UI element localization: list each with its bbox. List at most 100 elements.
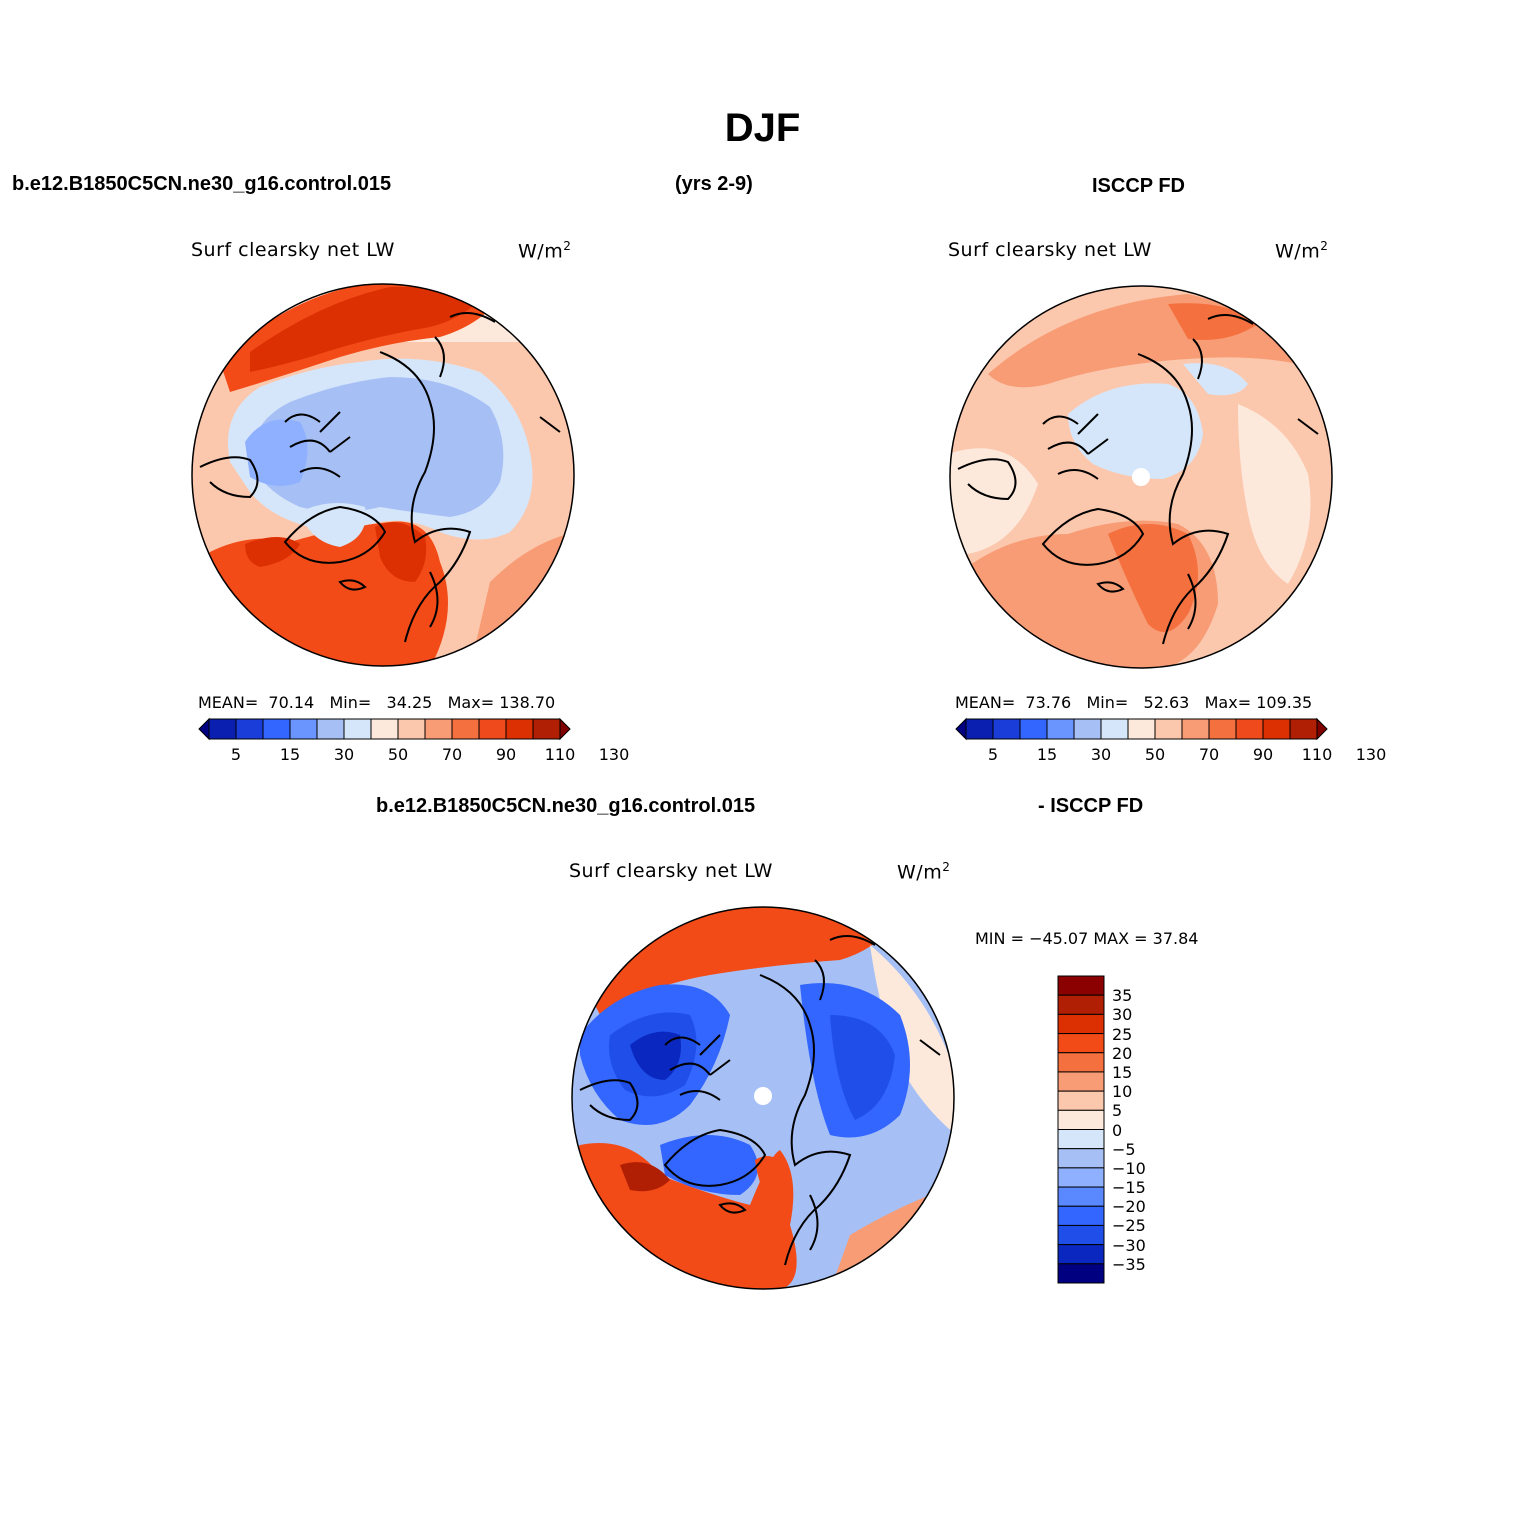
diff-colorbar-tick-label: −10 (1112, 1158, 1146, 1178)
obs-colorbar (955, 717, 1328, 741)
colorbar-swatch (1100, 718, 1129, 740)
colorbar-tick-label: 70 (441, 745, 463, 764)
obs-field-pacific-orange (1168, 303, 1258, 340)
colorbar-tick-label: 30 (333, 745, 355, 764)
model-field-pacific-deep (250, 287, 490, 372)
obs-stats: MEAN= 73.76 Min= 52.63 Max= 109.35 (955, 693, 1313, 712)
colorbar-tick-label: 110 (544, 745, 576, 764)
colorbar-tick-label: 130 (1355, 745, 1387, 764)
colorbar-tick-label: 50 (387, 745, 409, 764)
diff-minmax: MIN = −45.07 MAX = 37.84 (975, 929, 1199, 948)
diff-colorbar-tick-label: −25 (1112, 1216, 1146, 1236)
colorbar-swatch (965, 718, 994, 740)
colorbar-swatch (424, 718, 453, 740)
obs-coastlines (957, 314, 1319, 645)
colorbar-tick-label: 5 (987, 745, 999, 764)
diff-field-norway-red (755, 1156, 785, 1205)
diff-obs-header: - ISCCP FD (1038, 795, 1144, 817)
colorbar-tick-label: 50 (1144, 745, 1166, 764)
obs-field-arctic-pale-blue (1068, 383, 1203, 479)
colorbar-swatch (235, 718, 264, 740)
diff-colorbar-swatch (1057, 1205, 1105, 1226)
obs-pole-hole (1132, 468, 1150, 486)
colorbar-swatch (397, 718, 426, 740)
diff-colorbar-swatch (1057, 1033, 1105, 1054)
diff-colorbar-tick-label: −20 (1112, 1197, 1146, 1217)
colorbar-swatch (1073, 718, 1102, 740)
diff-polar-map (571, 906, 955, 1290)
diff-colorbar-swatch (1057, 1167, 1105, 1188)
figure-title: DJF (724, 106, 801, 150)
colorbar-swatch (1019, 718, 1048, 740)
diff-field-east-deep (830, 1015, 895, 1120)
colorbar-swatch (1262, 718, 1291, 740)
diff-pole-hole (754, 1087, 772, 1105)
obs-field-east-pale-blue (1183, 363, 1248, 396)
diff-colorbar-swatch (1057, 1263, 1105, 1284)
diff-colorbar-tick-label: 35 (1112, 986, 1133, 1006)
colorbar-swatch (316, 718, 345, 740)
colorbar-swatch (1289, 718, 1318, 740)
model-field-baffin-pale (300, 503, 366, 547)
diff-coastlines (579, 935, 941, 1266)
colorbar-tick-label: 130 (598, 745, 630, 764)
diff-field-west-navy (630, 1031, 681, 1080)
colorbar-tick-label: 5 (230, 745, 242, 764)
model-polar-map (191, 283, 575, 667)
obs-colorbar-ticks: 5 15 30 50 70 90 110 130 (956, 745, 1386, 765)
colorbar-swatch (955, 717, 967, 741)
diff-field-atlantic-deep (620, 1162, 670, 1192)
diff-case-header: b.e12.B1850C5CN.ne30_g16.control.015 (376, 795, 756, 817)
colorbar-swatch (1316, 717, 1328, 741)
obs-field-atlantic-orange (1108, 524, 1198, 632)
diff-colorbar-tick-label: −5 (1112, 1139, 1136, 1159)
diff-colorbar-tick-label: 25 (1112, 1024, 1133, 1044)
obs-units-label: W/m2 (1275, 239, 1329, 263)
colorbar-swatch (198, 717, 210, 741)
colorbar-swatch (370, 718, 399, 740)
diff-colorbar-swatch (1057, 1244, 1105, 1265)
colorbar-swatch (289, 718, 318, 740)
diff-colorbar-tick-label: −30 (1112, 1235, 1146, 1255)
obs-polar-map (949, 285, 1333, 669)
diff-colorbar-tick-label: 20 (1112, 1043, 1133, 1063)
colorbar-tick-label: 90 (1252, 745, 1274, 764)
colorbar-swatch (1154, 718, 1183, 740)
diff-colorbar-swatch (1057, 1129, 1105, 1150)
diff-colorbar-tick-label: −15 (1112, 1178, 1146, 1198)
colorbar-tick-label: 30 (1090, 745, 1112, 764)
model-coastlines (199, 312, 561, 643)
case-name-header: b.e12.B1850C5CN.ne30_g16.control.015 (12, 173, 392, 195)
obs-name-header: ISCCP FD (1092, 175, 1185, 197)
model-units-label: W/m2 (518, 239, 572, 263)
model-map-border (191, 283, 575, 667)
colorbar-tick-label: 70 (1198, 745, 1220, 764)
colorbar-swatch (478, 718, 507, 740)
colorbar-swatch (532, 718, 561, 740)
colorbar-swatch (505, 718, 534, 740)
colorbar-tick-label: 15 (279, 745, 301, 764)
colorbar-swatch (1181, 718, 1210, 740)
colorbar-tick-label: 110 (1301, 745, 1333, 764)
diff-colorbar-swatch (1057, 1224, 1105, 1246)
diff-units-label: W/m2 (897, 860, 951, 884)
obs-field-pale-regions (950, 404, 1311, 584)
colorbar-tick-label: 90 (495, 745, 517, 764)
diff-colorbar-tick-label: 5 (1112, 1101, 1123, 1121)
diff-colorbar-tick-label: 30 (1112, 1005, 1133, 1025)
diff-colorbar-swatch (1057, 1109, 1105, 1130)
diff-colorbar-tick-label: 10 (1112, 1082, 1133, 1102)
diff-colorbar-tick-label: −35 (1112, 1254, 1146, 1274)
diff-colorbar-tick-label: 15 (1112, 1062, 1133, 1082)
model-variable-label: Surf clearsky net LW (191, 239, 395, 261)
diff-colorbar-swatch (1057, 1052, 1105, 1073)
colorbar-swatch (559, 717, 571, 741)
model-field-arctic-light (250, 377, 504, 517)
colorbar-swatch (1208, 718, 1237, 740)
diff-field-ne-pale (870, 945, 954, 1135)
colorbar-swatch (992, 718, 1021, 740)
diff-colorbar-swatch (1057, 1148, 1105, 1169)
colorbar-swatch (1235, 718, 1264, 740)
colorbar-swatch (262, 718, 291, 740)
colorbar-swatch (1127, 718, 1156, 740)
